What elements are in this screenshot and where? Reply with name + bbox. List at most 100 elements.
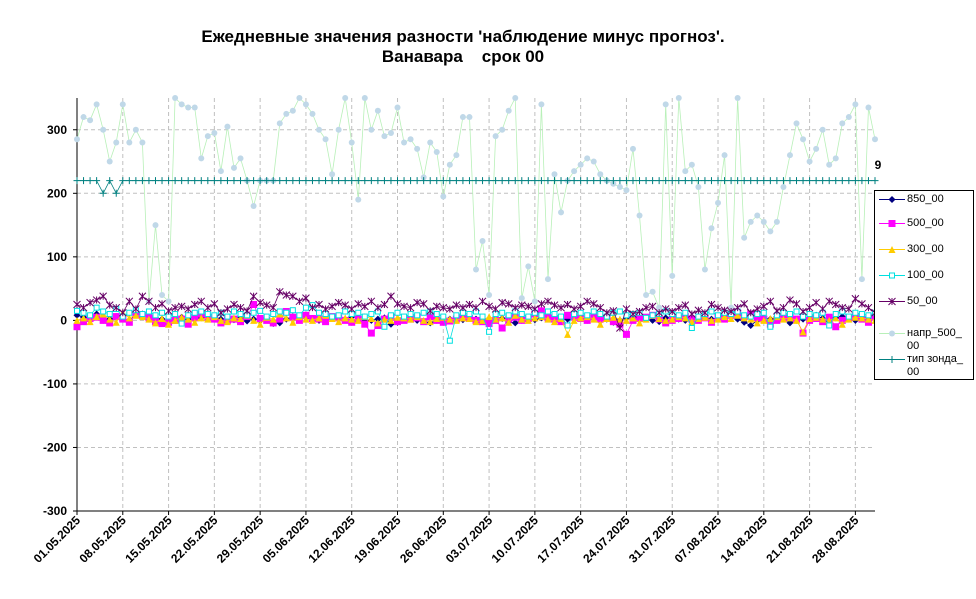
marker [439,303,448,312]
legend-label: 850_00 [907,193,944,205]
marker [93,177,101,185]
marker [577,161,584,168]
marker [401,139,408,146]
marker [767,323,774,330]
marker [826,161,833,168]
marker [204,311,211,318]
marker [537,307,545,315]
marker [577,314,585,322]
chart-subtitle: Ванавара срок 00 [382,47,544,66]
marker [302,311,310,319]
marker [622,305,631,313]
marker [819,126,826,133]
marker [459,177,467,185]
marker [211,312,218,319]
marker [473,266,479,273]
marker [740,177,748,185]
marker [766,177,774,185]
marker [138,177,146,185]
marker [564,322,571,329]
marker [100,308,107,315]
y-tick-label: 100 [47,250,67,264]
marker [158,314,166,322]
marker [413,298,421,307]
marker [845,313,852,320]
marker [374,303,382,312]
marker [263,177,271,185]
marker [629,177,637,185]
marker [577,309,584,316]
marker [249,292,258,301]
marker [459,303,467,312]
marker [544,177,552,185]
marker [643,291,650,298]
marker [257,307,264,314]
marker [433,311,440,318]
marker [799,177,807,185]
marker [786,152,793,159]
marker [583,177,591,185]
marker [694,177,702,185]
marker [492,133,499,140]
marker [276,315,284,323]
marker [446,161,453,168]
marker [335,126,342,133]
marker [688,325,695,332]
marker [177,302,186,311]
marker [151,303,160,312]
marker [466,114,473,121]
marker [597,311,604,318]
marker [695,183,702,190]
marker [433,314,441,322]
marker [204,133,211,140]
marker [185,104,192,111]
marker [472,303,480,312]
marker [302,294,310,302]
marker [400,302,408,311]
marker [99,189,107,197]
marker [302,101,309,108]
marker [674,303,683,312]
marker [740,300,749,308]
marker [616,308,623,315]
marker [649,312,656,319]
marker [616,320,624,328]
marker [888,356,896,363]
marker [865,104,872,111]
marker [826,322,833,329]
marker [813,145,820,152]
marker [602,308,611,317]
marker [649,288,656,295]
marker [178,313,186,321]
marker [550,177,558,185]
marker [191,104,198,111]
marker [217,308,225,317]
marker [184,177,192,185]
marker [505,312,512,319]
marker [773,307,781,315]
marker [172,95,179,101]
marker [596,177,604,185]
marker [872,136,878,143]
marker [596,320,604,328]
marker [426,177,434,185]
marker [858,311,865,318]
legend-item: 50_00 [877,295,965,308]
marker [759,302,768,311]
marker [296,312,303,319]
marker [394,313,402,321]
marker [701,308,709,317]
marker [329,313,336,320]
marker [668,307,677,316]
marker [485,320,493,328]
marker [819,315,827,323]
marker [191,314,199,322]
marker [537,177,545,185]
marker [381,323,388,330]
marker [537,300,546,308]
marker [681,177,689,185]
marker [668,315,676,323]
marker [230,177,238,185]
marker [492,177,500,185]
legend-label: 500_00 [907,217,944,229]
